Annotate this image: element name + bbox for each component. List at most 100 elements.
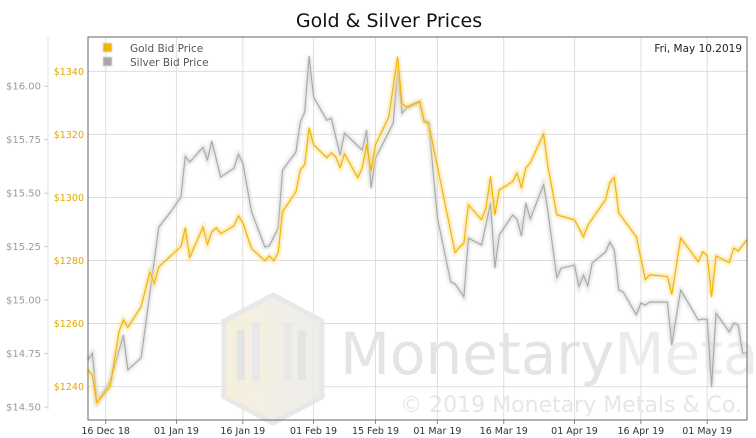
gold-data-point bbox=[148, 270, 151, 273]
gold-data-point bbox=[401, 102, 404, 105]
silver-axis-label: $15.25 bbox=[6, 242, 41, 253]
gold-axis-label: $1300 bbox=[54, 193, 84, 204]
silver-data-point bbox=[202, 146, 205, 149]
gold-data-point bbox=[339, 166, 342, 169]
silver-data-point bbox=[737, 324, 740, 327]
gold-data-point bbox=[188, 256, 191, 259]
gold-data-point bbox=[277, 251, 280, 254]
gold-price-line bbox=[87, 56, 748, 404]
silver-axis-label: $15.75 bbox=[6, 135, 41, 146]
gold-data-point bbox=[387, 115, 390, 118]
silver-data-point bbox=[516, 218, 519, 221]
silver-axis-label: $14.50 bbox=[6, 403, 41, 414]
silver-data-point bbox=[91, 352, 94, 355]
gold-data-point bbox=[95, 401, 98, 404]
gold-data-point bbox=[308, 126, 311, 129]
gold-data-point bbox=[418, 100, 421, 103]
silver-data-point bbox=[480, 244, 483, 247]
x-tick-label: 01 Feb 19 bbox=[290, 426, 337, 437]
gold-data-point bbox=[670, 293, 673, 296]
silver-data-point bbox=[299, 121, 302, 124]
silver-data-point bbox=[617, 288, 620, 291]
silver-data-point bbox=[462, 296, 465, 299]
gold-data-point bbox=[361, 166, 364, 169]
silver-data-point bbox=[577, 285, 580, 288]
watermark-copyright: © 2019 Monetary Metals & Co. bbox=[400, 393, 742, 418]
gold-data-point bbox=[573, 218, 576, 221]
gold-data-point bbox=[299, 168, 302, 171]
silver-price-line bbox=[87, 55, 747, 404]
silver-data-point bbox=[560, 267, 563, 270]
silver-data-point bbox=[741, 352, 744, 355]
silver-data-point bbox=[604, 251, 607, 254]
x-tick-label: 01 Mar 19 bbox=[413, 426, 461, 437]
gold-data-point bbox=[325, 156, 328, 159]
gold-data-point bbox=[462, 242, 465, 245]
gold-data-point bbox=[272, 259, 275, 262]
gold-data-point bbox=[241, 221, 244, 224]
gold-data-point bbox=[613, 176, 616, 179]
gold-data-point bbox=[666, 275, 669, 278]
gold-data-point bbox=[126, 326, 129, 329]
silver-data-point bbox=[325, 119, 328, 122]
gold-data-point bbox=[184, 226, 187, 229]
gold-data-point bbox=[511, 180, 514, 183]
silver-data-point bbox=[449, 281, 452, 284]
gold-data-point bbox=[524, 166, 527, 169]
silver-data-point bbox=[586, 285, 589, 288]
silver-data-point bbox=[241, 162, 244, 165]
gold-data-point bbox=[710, 295, 713, 298]
gold-data-point bbox=[396, 55, 399, 58]
silver-data-point bbox=[157, 226, 160, 229]
legend: Gold Bid Price Silver Bid Price bbox=[102, 42, 209, 69]
silver-data-point bbox=[140, 356, 143, 359]
gold-data-point bbox=[427, 122, 430, 125]
silver-data-point bbox=[555, 276, 558, 279]
silver-data-point bbox=[679, 288, 682, 291]
gold-data-point bbox=[140, 305, 143, 308]
gold-data-point bbox=[608, 181, 611, 184]
silver-axis-label: $14.75 bbox=[6, 349, 41, 360]
x-tick-label: 16 Dec 18 bbox=[81, 426, 130, 437]
silver-data-point bbox=[126, 368, 129, 371]
gold-data-point bbox=[157, 265, 160, 268]
gold-data-point bbox=[219, 232, 222, 235]
silver-data-point bbox=[710, 385, 713, 388]
silver-data-point bbox=[697, 319, 700, 322]
gold-data-point bbox=[728, 261, 731, 264]
silver-data-point bbox=[210, 140, 213, 143]
x-tick-label: 16 Jan 19 bbox=[220, 426, 265, 437]
gold-data-point bbox=[582, 235, 585, 238]
silver-data-point bbox=[701, 318, 704, 321]
silver-data-point bbox=[392, 122, 395, 125]
silver-data-point bbox=[520, 235, 523, 238]
gold-data-point bbox=[330, 151, 333, 154]
silver-data-point bbox=[582, 273, 585, 276]
silver-data-point bbox=[511, 214, 514, 217]
legend-label-gold: Gold Bid Price bbox=[130, 43, 203, 55]
gold-data-point bbox=[732, 246, 735, 249]
gold-axis-label: $1340 bbox=[54, 67, 84, 78]
silver-data-point bbox=[294, 151, 297, 154]
gold-data-point bbox=[179, 245, 182, 248]
gold-data-point bbox=[480, 218, 483, 221]
legend-swatch-gold bbox=[102, 42, 113, 53]
silver-data-point bbox=[670, 343, 673, 346]
gold-data-point bbox=[281, 210, 284, 213]
gold-data-point bbox=[586, 224, 589, 227]
silver-data-point bbox=[635, 313, 638, 316]
gold-data-point bbox=[312, 143, 315, 146]
gold-data-point bbox=[701, 250, 704, 253]
gold-data-point bbox=[153, 282, 156, 285]
silver-data-point bbox=[524, 202, 527, 205]
silver-data-point bbox=[281, 169, 284, 172]
silver-data-point bbox=[339, 154, 342, 157]
gold-data-point bbox=[644, 278, 647, 281]
silver-data-point bbox=[644, 304, 647, 307]
gold-data-point bbox=[648, 273, 651, 276]
gold-data-point bbox=[555, 213, 558, 216]
silver-data-point bbox=[370, 187, 373, 190]
gold-data-point bbox=[405, 106, 408, 109]
silver-data-point bbox=[498, 234, 501, 237]
